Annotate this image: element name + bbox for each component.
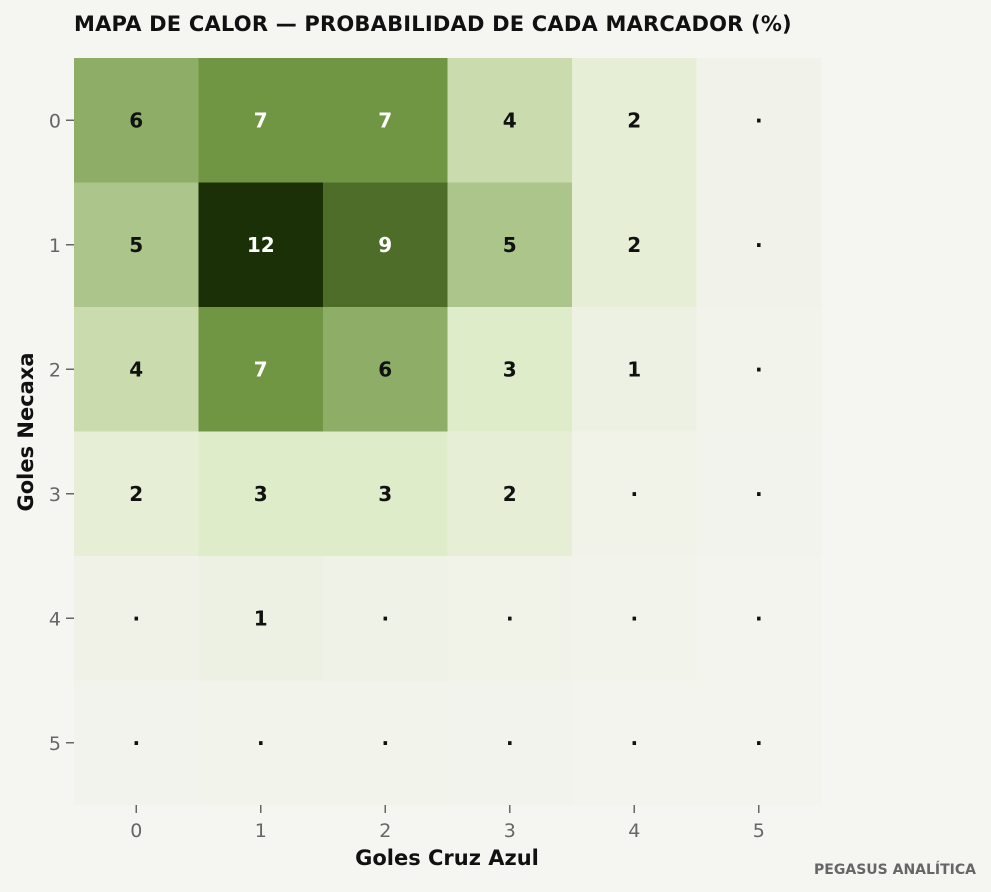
cell-label-5-2: · xyxy=(381,731,389,755)
heatmap-cell-2-5 xyxy=(696,307,822,432)
cell-label-1-4: 2 xyxy=(627,233,641,257)
cell-label-4-2: · xyxy=(381,606,389,630)
heatmap-cell-1-4 xyxy=(572,182,697,308)
heatmap-cell-4-2 xyxy=(323,556,448,681)
cell-label-2-4: 1 xyxy=(627,357,641,381)
cell-label-4-5: · xyxy=(755,606,763,630)
y-tick-label-4: 4 xyxy=(49,608,61,630)
heatmap-cell-1-0 xyxy=(74,182,199,308)
y-tick-label-0: 0 xyxy=(49,110,61,132)
cell-label-3-5: · xyxy=(755,482,763,506)
heatmap-cell-0-4 xyxy=(572,58,697,183)
cell-label-1-1: 12 xyxy=(247,233,275,257)
cell-label-0-5: · xyxy=(755,108,763,132)
x-tick-label-0: 0 xyxy=(130,820,142,842)
cell-label-2-1: 7 xyxy=(254,357,268,381)
cell-label-4-0: · xyxy=(132,606,140,630)
cell-label-0-4: 2 xyxy=(627,108,641,132)
cell-label-0-2: 7 xyxy=(378,108,392,132)
heatmap-cell-labels: 6 7 7 4 2 · 5 12 9 5 2 · 4 7 6 3 1 · 2 3 3 2 · · · 1 · · · · · · · · · · xyxy=(129,108,762,755)
x-axis-title: Goles Cruz Azul xyxy=(355,846,539,870)
cell-label-5-1: · xyxy=(257,731,265,755)
cell-label-3-2: 3 xyxy=(378,482,392,506)
cell-label-0-1: 7 xyxy=(254,108,268,132)
cell-label-2-2: 6 xyxy=(378,357,392,381)
cell-label-5-0: · xyxy=(132,731,140,755)
heatmap-cell-3-2 xyxy=(323,431,448,557)
heatmap-cell-4-5 xyxy=(696,556,822,681)
cell-label-1-2: 9 xyxy=(378,233,392,257)
heatmap-cell-4-1 xyxy=(198,556,324,681)
watermark: PEGASUS ANALÍTICA xyxy=(814,862,976,878)
heatmap-cell-2-3 xyxy=(447,307,573,432)
cell-label-5-3: · xyxy=(506,731,514,755)
x-tick-label-4: 4 xyxy=(628,820,640,842)
cell-label-4-4: · xyxy=(630,606,638,630)
cell-label-3-0: 2 xyxy=(129,482,143,506)
heatmap-cell-1-2 xyxy=(323,182,448,308)
cell-label-3-1: 3 xyxy=(254,482,268,506)
cell-label-5-5: · xyxy=(755,731,763,755)
heatmap-cell-3-0 xyxy=(74,431,199,557)
heatmap-cell-2-2 xyxy=(323,307,448,432)
cell-label-4-3: · xyxy=(506,606,514,630)
heatmap-cell-2-1 xyxy=(198,307,324,432)
x-tick-label-2: 2 xyxy=(379,820,391,842)
heatmap-cell-0-1 xyxy=(198,58,324,183)
x-tick-label-5: 5 xyxy=(753,820,765,842)
x-tick-label-3: 3 xyxy=(504,820,516,842)
heatmap-cells xyxy=(74,58,822,806)
heatmap-cell-0-5 xyxy=(696,58,822,183)
cell-label-2-5: · xyxy=(755,357,763,381)
heatmap-cell-5-3 xyxy=(447,680,573,806)
heatmap-cell-5-0 xyxy=(74,680,199,806)
cell-label-0-3: 4 xyxy=(503,108,517,132)
x-axis: 0 1 2 3 4 5 xyxy=(130,805,765,842)
heatmap-cell-0-2 xyxy=(323,58,448,183)
cell-label-1-0: 5 xyxy=(129,233,143,257)
chart-title: MAPA DE CALOR — PROBABILIDAD DE CADA MAR… xyxy=(74,12,792,36)
y-axis: 0 1 2 3 4 5 xyxy=(49,110,74,755)
cell-label-4-1: 1 xyxy=(254,606,268,630)
heatmap-cell-1-5 xyxy=(696,182,822,308)
heatmap-cell-1-1 xyxy=(198,182,324,308)
heatmap-cell-5-4 xyxy=(572,680,697,806)
heatmap-cell-2-0 xyxy=(74,307,199,432)
y-axis-title: Goles Necaxa xyxy=(14,352,38,511)
heatmap-cell-5-5 xyxy=(696,680,822,806)
cell-label-1-3: 5 xyxy=(503,233,517,257)
heatmap-cell-4-0 xyxy=(74,556,199,681)
heatmap-cell-1-3 xyxy=(447,182,573,308)
heatmap-cell-3-3 xyxy=(447,431,573,557)
heatmap-cell-0-3 xyxy=(447,58,573,183)
heatmap-cell-5-1 xyxy=(198,680,324,806)
heatmap-cell-4-4 xyxy=(572,556,697,681)
y-tick-label-1: 1 xyxy=(49,235,61,257)
cell-label-3-3: 2 xyxy=(503,482,517,506)
y-tick-label-5: 5 xyxy=(49,733,61,755)
cell-label-2-0: 4 xyxy=(129,357,143,381)
cell-label-3-4: · xyxy=(630,482,638,506)
heatmap-cell-3-1 xyxy=(198,431,324,557)
cell-label-5-4: · xyxy=(630,731,638,755)
cell-label-0-0: 6 xyxy=(129,108,143,132)
x-tick-label-1: 1 xyxy=(255,820,267,842)
cell-label-2-3: 3 xyxy=(503,357,517,381)
heatmap-cell-3-5 xyxy=(696,431,822,557)
heatmap-cell-3-4 xyxy=(572,431,697,557)
heatmap-cell-4-3 xyxy=(447,556,573,681)
heatmap-cell-0-0 xyxy=(74,58,199,183)
y-tick-label-2: 2 xyxy=(49,359,61,381)
heatmap-cell-2-4 xyxy=(572,307,697,432)
y-tick-label-3: 3 xyxy=(49,484,61,506)
heatmap-cell-5-2 xyxy=(323,680,448,806)
cell-label-1-5: · xyxy=(755,233,763,257)
